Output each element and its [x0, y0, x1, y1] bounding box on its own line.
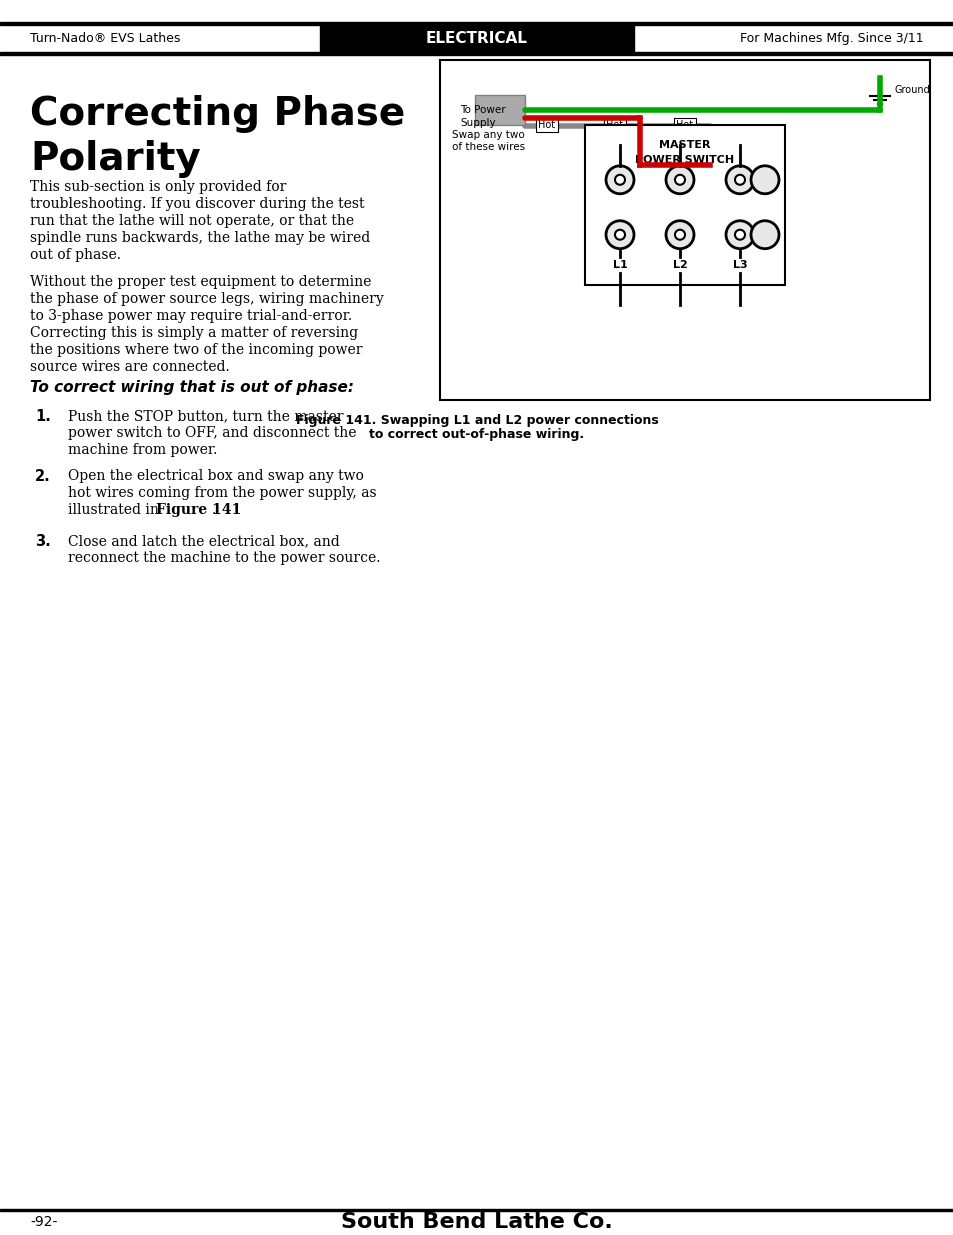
Bar — [0, 22, 953, 25]
Text: spindle runs backwards, the lathe may be wired: spindle runs backwards, the lathe may be… — [30, 231, 370, 245]
Text: To correct wiring that is out of phase:: To correct wiring that is out of phase: — [30, 379, 354, 394]
Text: Correcting Phase: Correcting Phase — [30, 95, 405, 133]
Circle shape — [734, 230, 744, 240]
Text: out of phase.: out of phase. — [30, 248, 121, 262]
Circle shape — [615, 175, 624, 185]
Text: For Machines Mfg. Since 3/11: For Machines Mfg. Since 3/11 — [740, 32, 923, 46]
Text: This sub-section is only provided for: This sub-section is only provided for — [30, 180, 286, 194]
Circle shape — [675, 175, 684, 185]
Circle shape — [675, 230, 684, 240]
Text: reconnect the machine to the power source.: reconnect the machine to the power sourc… — [68, 551, 380, 566]
Text: Figure 141: Figure 141 — [156, 504, 241, 517]
Text: 1.: 1. — [35, 410, 51, 425]
Bar — [0, 25, 953, 49]
Text: the phase of power source legs, wiring machinery: the phase of power source legs, wiring m… — [30, 291, 383, 305]
Text: illustrated in: illustrated in — [68, 504, 163, 517]
Text: Figure 141. Swapping L1 and L2 power connections: Figure 141. Swapping L1 and L2 power con… — [295, 415, 658, 427]
Text: Swap any two: Swap any two — [452, 130, 524, 140]
Circle shape — [605, 165, 634, 194]
Text: Polarity: Polarity — [30, 140, 200, 178]
Text: 2.: 2. — [35, 469, 51, 484]
Text: L3: L3 — [732, 259, 746, 269]
Text: Hot: Hot — [676, 120, 693, 130]
Bar — [0, 52, 953, 54]
Text: hot wires coming from the power supply, as: hot wires coming from the power supply, … — [68, 487, 376, 500]
Bar — [319, 25, 634, 53]
Circle shape — [734, 175, 744, 185]
Text: .: . — [212, 504, 216, 517]
Circle shape — [605, 221, 634, 248]
Bar — [475, 95, 524, 125]
Text: Ground: Ground — [894, 85, 930, 95]
Text: Turn-Nado® EVS Lathes: Turn-Nado® EVS Lathes — [30, 32, 180, 46]
Text: Hot: Hot — [606, 120, 623, 130]
Circle shape — [725, 221, 753, 248]
Text: South Bend Lathe Co.: South Bend Lathe Co. — [341, 1213, 612, 1233]
Text: Without the proper test equipment to determine: Without the proper test equipment to det… — [30, 274, 371, 289]
Bar — [0, 1209, 953, 1212]
Circle shape — [725, 165, 753, 194]
Circle shape — [750, 165, 779, 194]
Text: Open the electrical box and swap any two: Open the electrical box and swap any two — [68, 469, 363, 483]
Text: power switch to OFF, and disconnect the: power switch to OFF, and disconnect the — [68, 426, 356, 441]
Text: 3.: 3. — [35, 535, 51, 550]
Text: L1: L1 — [612, 259, 627, 269]
Text: source wires are connected.: source wires are connected. — [30, 359, 230, 373]
Circle shape — [665, 221, 693, 248]
Text: ELECTRICAL: ELECTRICAL — [426, 31, 527, 47]
Text: troubleshooting. If you discover during the test: troubleshooting. If you discover during … — [30, 196, 364, 211]
Text: To Power: To Power — [459, 105, 505, 115]
Text: Correcting this is simply a matter of reversing: Correcting this is simply a matter of re… — [30, 326, 357, 340]
Text: POWER SWITCH: POWER SWITCH — [635, 154, 734, 164]
Text: Push the STOP button, turn the master: Push the STOP button, turn the master — [68, 410, 343, 424]
Text: Supply: Supply — [459, 117, 496, 128]
Bar — [584, 125, 784, 284]
Bar — [439, 61, 929, 399]
Text: Hot: Hot — [537, 120, 555, 130]
Text: of these wires: of these wires — [452, 142, 524, 152]
Circle shape — [665, 165, 693, 194]
Text: to correct out-of-phase wiring.: to correct out-of-phase wiring. — [369, 429, 584, 441]
Text: MASTER: MASTER — [659, 140, 710, 149]
Text: run that the lathe will not operate, or that the: run that the lathe will not operate, or … — [30, 214, 354, 227]
Text: the positions where two of the incoming power: the positions where two of the incoming … — [30, 342, 362, 357]
Text: machine from power.: machine from power. — [68, 443, 217, 457]
Circle shape — [750, 221, 779, 248]
Text: L2: L2 — [672, 259, 687, 269]
Text: Close and latch the electrical box, and: Close and latch the electrical box, and — [68, 535, 339, 548]
Circle shape — [615, 230, 624, 240]
Text: to 3-phase power may require trial-and-error.: to 3-phase power may require trial-and-e… — [30, 309, 352, 322]
Text: -92-: -92- — [30, 1215, 57, 1230]
